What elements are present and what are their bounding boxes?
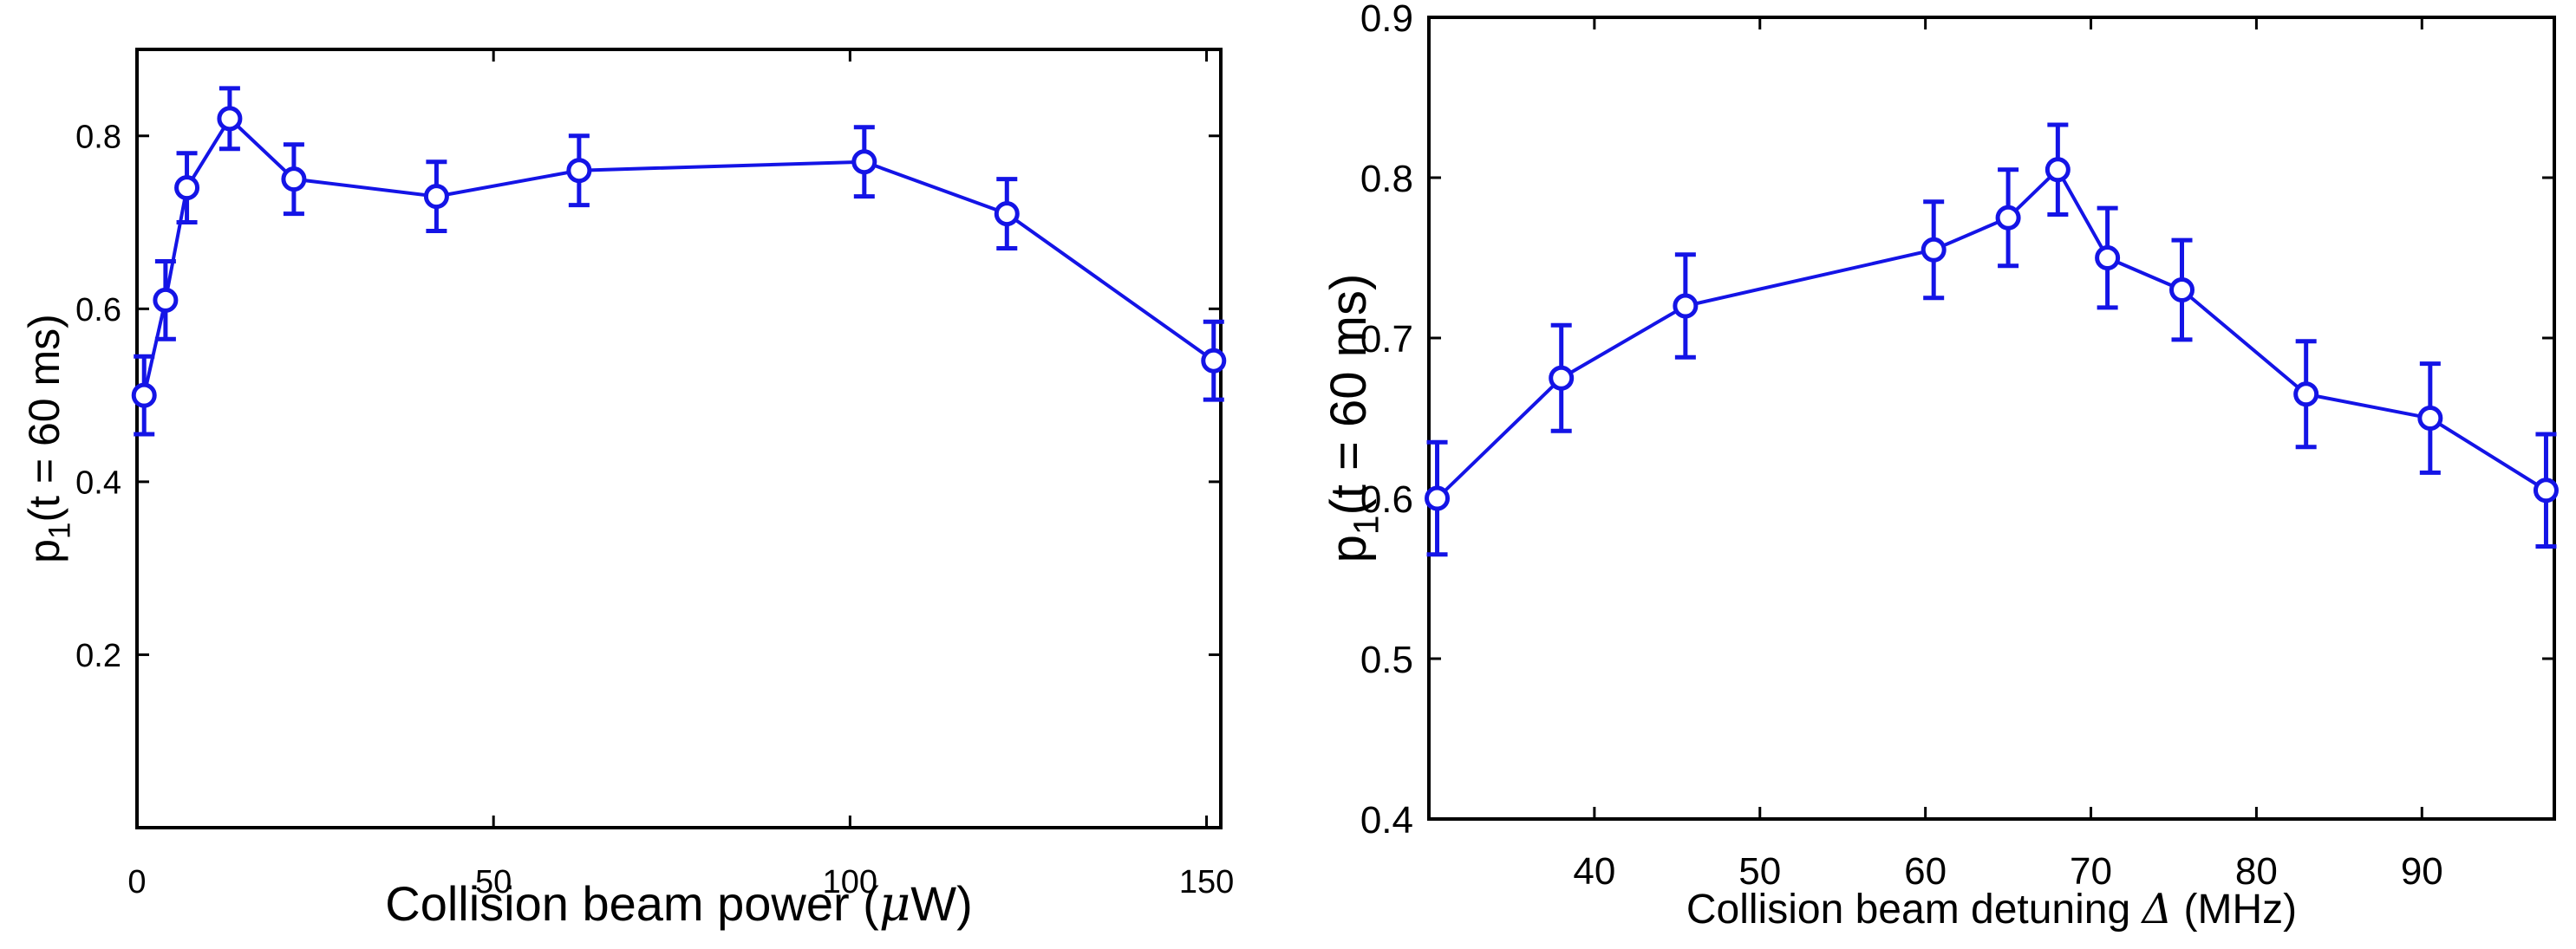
y-tick-label: 0.8 xyxy=(1360,158,1413,200)
y-axis-label: p1(t = 60 ms) xyxy=(1321,274,1386,563)
plot-frame xyxy=(1427,16,2556,821)
data-point xyxy=(1995,205,2021,231)
data-point xyxy=(131,382,157,408)
data-point xyxy=(281,166,307,192)
y-tick-label: 0.8 xyxy=(75,119,121,155)
x-tick-label: 80 xyxy=(2235,850,2278,893)
y-axis-label: p1(t = 60 ms) xyxy=(20,314,77,563)
right-panel: 40 50 60 70 80 90 0.4 0.5 0.6 0.7 0.8 0.9 Collision … xyxy=(1321,0,2559,933)
data-point xyxy=(2044,157,2071,183)
x-tick-label: 90 xyxy=(2401,850,2443,893)
data-point xyxy=(2417,406,2443,431)
y-axis-label-main: p xyxy=(1321,535,1377,562)
y-tick-label: 0.4 xyxy=(75,465,121,502)
data-point xyxy=(217,106,243,132)
x-axis-label-unit: (MHz) xyxy=(2172,887,2297,933)
y-tick-label: 0.6 xyxy=(75,292,121,328)
x-axis-label-text: Collision beam detuning xyxy=(1686,887,2142,933)
data-point xyxy=(1921,237,1947,263)
data-point xyxy=(2169,277,2195,302)
plot-frame xyxy=(135,48,1223,829)
y-tick-label: 0.2 xyxy=(75,638,121,674)
x-axis-label-text: Collision beam power ( xyxy=(385,876,879,931)
series-line xyxy=(142,115,1215,396)
y-axis-label-subscript: 1 xyxy=(43,523,77,539)
y-tick-label: 0.6 xyxy=(1360,478,1413,521)
x-axis-label: Collision beam power (μW) xyxy=(385,876,973,933)
data-point xyxy=(1549,365,1575,391)
y-tick-label: 0.9 xyxy=(1360,0,1413,40)
y-axis-label-tail: (t = 60 ms) xyxy=(20,314,68,522)
x-tick-label: 50 xyxy=(475,864,512,900)
y-tick-label: 0.4 xyxy=(1360,799,1413,842)
x-tick-label: 40 xyxy=(1573,850,1615,893)
x-tick-label: 60 xyxy=(1904,850,1947,893)
data-point xyxy=(174,175,200,201)
data-point xyxy=(1201,348,1227,374)
y-tick-label: 0.5 xyxy=(1360,639,1413,681)
data-point xyxy=(994,201,1020,227)
series-line xyxy=(1436,166,2547,500)
data-point xyxy=(566,158,592,184)
data-point xyxy=(1673,293,1699,319)
y-axis-label-subscript: 1 xyxy=(1347,515,1386,535)
x-axis-label-unit: W) xyxy=(910,876,973,931)
data-point xyxy=(2293,381,2319,407)
data-point xyxy=(1425,485,1451,511)
left-panel: 0 50 100 150 0.2 0.4 0.6 0.8 Collision beam powe… xyxy=(20,48,1234,933)
x-axis-label-symbol: Δ xyxy=(2141,885,2173,933)
data-point xyxy=(153,287,179,313)
y-tick-label: 0.7 xyxy=(1360,318,1413,361)
data-point xyxy=(2533,478,2559,504)
x-axis-label-symbol: μ xyxy=(879,876,910,933)
x-axis-label: Collision beam detuning Δ (MHz) xyxy=(1686,885,2297,933)
x-tick-label: 100 xyxy=(823,864,877,900)
x-tick-label: 0 xyxy=(127,864,146,900)
x-tick-label: 70 xyxy=(2070,850,2112,893)
data-point xyxy=(423,184,449,210)
y-axis-label-main: p xyxy=(20,539,68,563)
y-axis-label-tail: (t = 60 ms) xyxy=(1321,274,1377,516)
data-point xyxy=(851,149,877,175)
x-tick-label: 150 xyxy=(1179,864,1234,900)
x-tick-label: 50 xyxy=(1738,850,1781,893)
data-point xyxy=(2095,245,2121,270)
